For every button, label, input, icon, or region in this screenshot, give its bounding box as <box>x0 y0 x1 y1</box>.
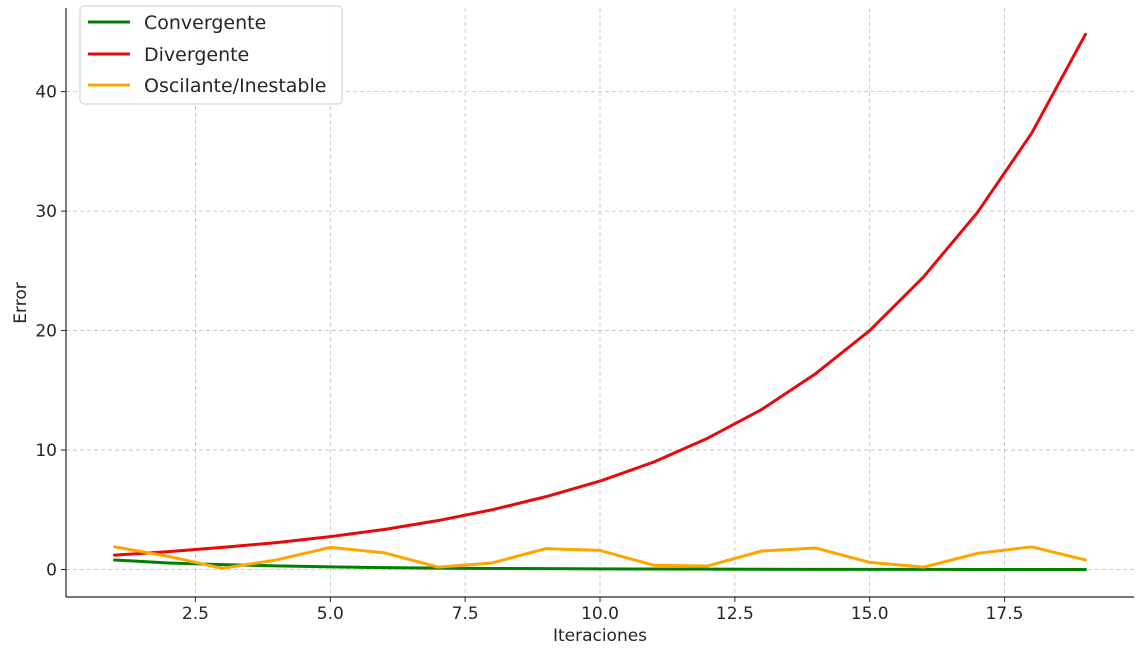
y-tick-label: 40 <box>35 83 57 103</box>
y-tick-label: 0 <box>46 561 57 581</box>
x-tick-label: 7.5 <box>452 604 479 624</box>
y-tick-label: 20 <box>35 322 57 342</box>
legend-label-oscilante: Oscilante/Inestable <box>144 75 326 97</box>
series-line-oscilante <box>113 545 1087 570</box>
x-tick-label: 17.5 <box>986 604 1024 624</box>
legend-label-divergente: Divergente <box>144 44 249 66</box>
x-tick-label: 15.0 <box>851 604 889 624</box>
x-tick-label: 2.5 <box>182 604 209 624</box>
y-axis-label: Error <box>11 282 31 323</box>
legend: Convergente Divergente Oscilante/Inestab… <box>79 5 343 105</box>
series-line-convergente <box>113 558 1087 571</box>
x-tick-label: 12.5 <box>716 604 754 624</box>
series-lines <box>113 32 1087 571</box>
legend-label-convergente: Convergente <box>144 12 266 34</box>
x-axis-label: Iteraciones <box>553 626 647 646</box>
x-tick-label: 5.0 <box>317 604 344 624</box>
x-tick-label: 10.0 <box>581 604 619 624</box>
y-tick-label: 30 <box>35 202 57 222</box>
y-tick-label: 10 <box>35 441 57 461</box>
series-line-divergente <box>113 32 1087 557</box>
x-ticks: 2.5 5.0 7.5 10.0 12.5 15.0 17.5 <box>182 597 1024 624</box>
y-ticks: 0 10 20 30 40 <box>35 83 66 581</box>
legend-box <box>79 5 343 105</box>
